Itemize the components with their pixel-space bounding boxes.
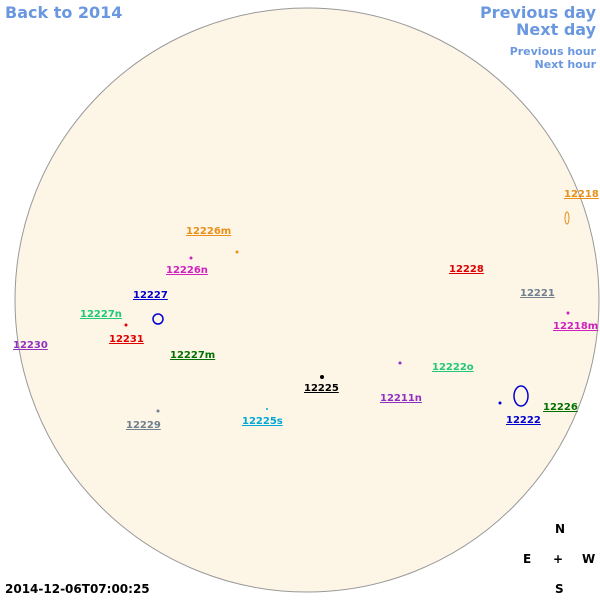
- region-label[interactable]: 12226m: [186, 226, 232, 237]
- region-label[interactable]: 12231: [109, 334, 144, 345]
- spot: [152, 313, 164, 325]
- region-label[interactable]: 12226: [543, 402, 578, 413]
- spot: [235, 250, 239, 254]
- region-label[interactable]: 12227n: [80, 309, 122, 320]
- spot: [398, 361, 402, 365]
- region-label[interactable]: 12218m: [553, 321, 599, 332]
- compass-center: +: [553, 552, 564, 566]
- region-label[interactable]: 12211n: [380, 393, 422, 404]
- region-label[interactable]: 12225s: [242, 416, 283, 427]
- region-label[interactable]: 12228: [449, 264, 484, 275]
- next-day-link[interactable]: Next day: [516, 20, 596, 39]
- spot: [498, 401, 502, 405]
- region-label[interactable]: 12221: [520, 288, 555, 299]
- region-label[interactable]: 12229: [126, 420, 161, 431]
- region-label[interactable]: 12230: [13, 340, 48, 351]
- compass-south: S: [555, 582, 564, 596]
- region-label[interactable]: 12225: [304, 383, 339, 394]
- timestamp: 2014-12-06T07:00:25: [5, 582, 150, 596]
- solar-disk: [14, 7, 600, 593]
- back-link[interactable]: Back to 2014: [5, 3, 123, 22]
- spot: [266, 408, 268, 410]
- spot: [564, 211, 570, 225]
- spot: [513, 385, 529, 407]
- region-label[interactable]: 12222o: [432, 362, 474, 373]
- spot: [156, 409, 160, 413]
- compass-east: E: [523, 552, 532, 566]
- spot: [566, 311, 570, 315]
- region-label[interactable]: 12226n: [166, 265, 208, 276]
- previous-day-link[interactable]: Previous day: [479, 3, 596, 22]
- compass-west: W: [582, 552, 596, 566]
- spot: [320, 375, 324, 379]
- compass-north: N: [555, 522, 566, 536]
- spot: [124, 323, 128, 327]
- spot: [189, 256, 193, 260]
- region-label[interactable]: 12227m: [170, 350, 216, 361]
- next-hour-link[interactable]: Next hour: [534, 58, 597, 71]
- region-label[interactable]: 12218: [564, 189, 599, 200]
- region-label[interactable]: 12222: [506, 415, 541, 426]
- sunspots: [124, 211, 570, 413]
- previous-hour-link[interactable]: Previous hour: [509, 45, 596, 58]
- region-label[interactable]: 12227: [133, 290, 168, 301]
